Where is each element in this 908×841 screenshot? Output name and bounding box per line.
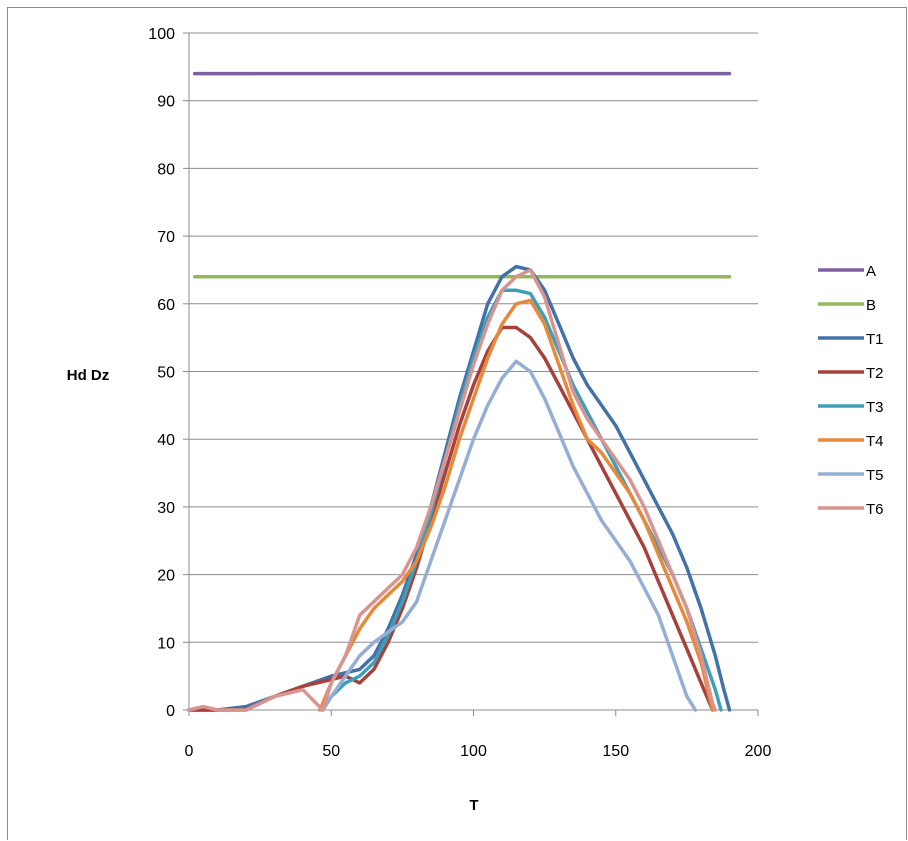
x-tick-label: 100 — [460, 743, 487, 760]
y-tick-label: 30 — [157, 500, 175, 517]
legend-label-a: A — [866, 263, 876, 280]
series-line-t4 — [318, 298, 715, 712]
series-line-t2 — [187, 325, 715, 712]
y-tick-label: 100 — [148, 26, 175, 43]
y-axis-title: Hd Dz — [67, 367, 110, 384]
legend-label-t3: T3 — [866, 399, 884, 416]
y-tick-label: 0 — [166, 703, 175, 720]
x-tick-label: 0 — [185, 743, 194, 760]
x-tick-label: 200 — [745, 743, 772, 760]
y-tick-label: 40 — [157, 432, 175, 449]
x-tick-label: 150 — [602, 743, 629, 760]
series-line-t1 — [187, 264, 732, 712]
series-line-t3 — [320, 288, 723, 712]
y-tick-label: 80 — [157, 161, 175, 178]
gridlines — [189, 32, 758, 643]
chart-frame — [7, 7, 907, 840]
series-line-t5 — [320, 359, 698, 712]
y-tick-label: 10 — [157, 635, 175, 652]
y-tick-label: 70 — [157, 229, 175, 246]
x-axis-title: T — [469, 797, 478, 814]
legend-label-t1: T1 — [866, 331, 884, 348]
legend-label-b: B — [866, 297, 876, 314]
legend-label-t4: T4 — [866, 433, 884, 450]
x-tick-labels: 0 50 100 150 200 — [185, 743, 772, 760]
series-line-t6 — [187, 268, 718, 712]
legend-label-t2: T2 — [866, 365, 884, 382]
legend: AB T1 T2 T3 T4 T5 T6 — [818, 263, 884, 518]
x-tick-label: 50 — [322, 743, 340, 760]
y-tick-label: 20 — [157, 568, 175, 585]
y-tick-label: 50 — [157, 365, 175, 382]
y-tick-label: 60 — [157, 297, 175, 314]
legend-label-t6: T6 — [866, 501, 884, 518]
y-tick-labels: 0 10 20 30 40 50 60 70 80 90 100 — [148, 26, 175, 720]
y-tick-label: 90 — [157, 94, 175, 111]
legend-label-t5: T5 — [866, 467, 884, 484]
series-lines — [187, 71, 732, 712]
